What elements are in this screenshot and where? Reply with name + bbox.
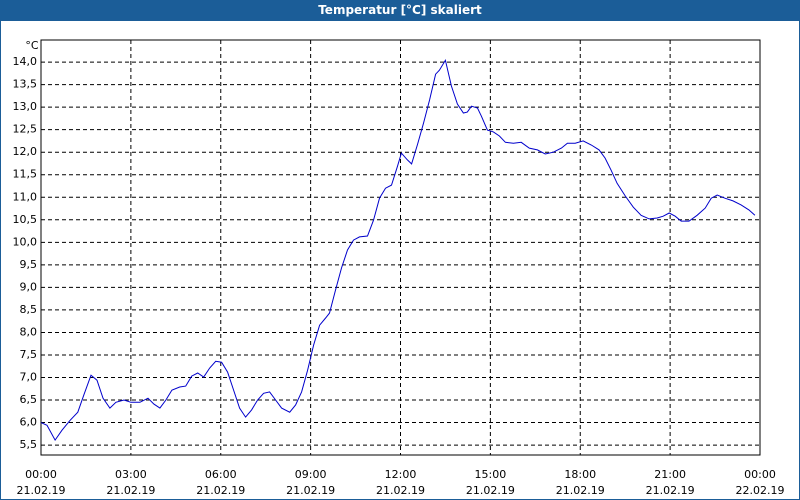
y-tick-label: 7,5 [20, 348, 38, 361]
x-tick-date: 21.02.19 [106, 484, 155, 497]
plot-frame [40, 39, 761, 456]
x-tick-date: 21.02.19 [646, 484, 695, 497]
x-tick-label: 03:00 [115, 468, 147, 481]
y-tick-label: 8,0 [20, 325, 38, 338]
x-tick-label: 09:00 [295, 468, 327, 481]
x-tick-label: 00:00 [744, 468, 776, 481]
y-tick-label: 10,0 [13, 235, 38, 248]
y-tick-label: 5,5 [20, 438, 38, 451]
x-tick-label: 21:00 [654, 468, 686, 481]
x-tick-date: 22.02.19 [736, 484, 785, 497]
y-tick-label: 10,5 [13, 213, 38, 226]
y-tick-label: 12,0 [13, 145, 38, 158]
x-tick-label: 15:00 [475, 468, 507, 481]
y-tick-label: 9,5 [20, 258, 38, 271]
y-tick-label: 6,0 [20, 416, 38, 429]
x-tick-label: 06:00 [205, 468, 237, 481]
y-tick-label: 8,5 [20, 303, 38, 316]
y-tick-label: 11,0 [13, 190, 38, 203]
x-tick-date: 21.02.19 [556, 484, 605, 497]
y-tick-label: 7,0 [20, 370, 38, 383]
x-tick-label: 00:00 [25, 468, 57, 481]
x-tick-date: 21.02.19 [286, 484, 335, 497]
x-tick-label: 12:00 [385, 468, 417, 481]
x-tick-date: 21.02.19 [466, 484, 515, 497]
temperature-line [40, 58, 756, 442]
y-tick-label: 9,0 [20, 280, 38, 293]
y-tick-label: 12,5 [13, 123, 38, 136]
y-tick-label: 13,0 [13, 100, 38, 113]
x-tick-date: 21.02.19 [17, 484, 66, 497]
y-tick-label: 11,5 [13, 168, 38, 181]
y-tick-label: 14,0 [13, 55, 38, 68]
title-bar: Temperatur [°C] skaliert [0, 0, 800, 20]
x-tick-label: 18:00 [564, 468, 596, 481]
y-unit: °C [25, 39, 39, 52]
x-tick-date: 21.02.19 [196, 484, 245, 497]
x-tick-date: 21.02.19 [376, 484, 425, 497]
y-tick-label: 6,5 [20, 393, 38, 406]
y-tick-label: 13,5 [13, 78, 38, 91]
